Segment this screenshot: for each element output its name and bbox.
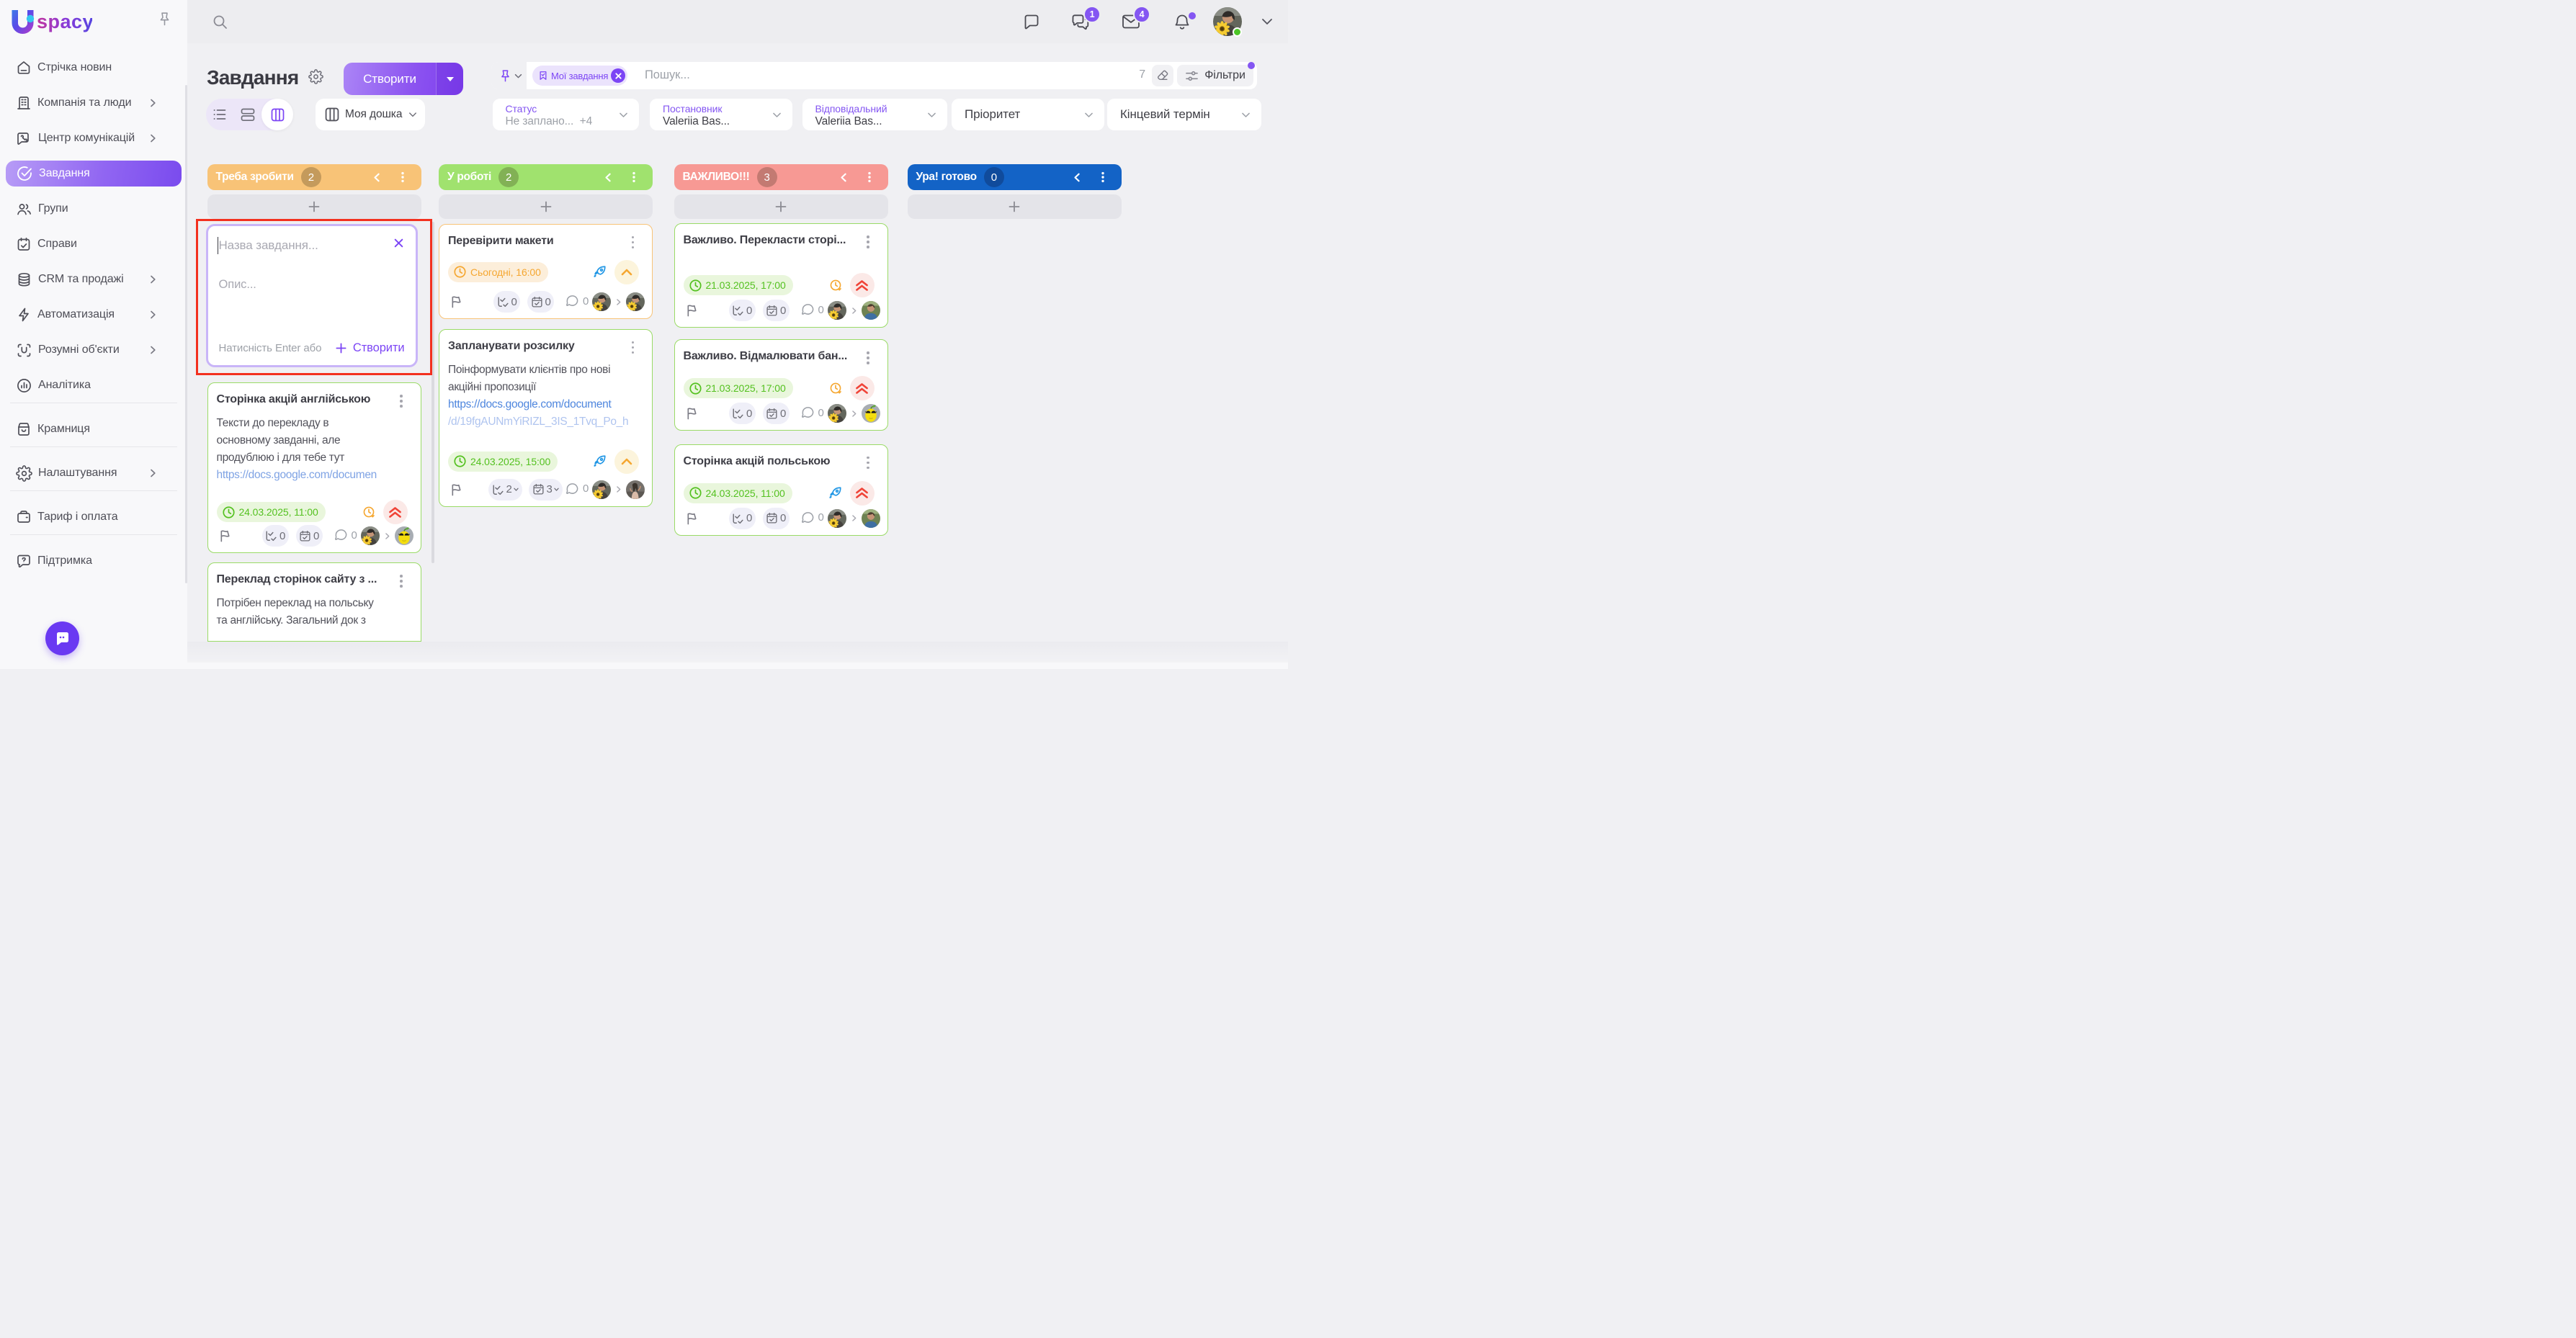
svg-text:spacy: spacy bbox=[37, 11, 92, 32]
